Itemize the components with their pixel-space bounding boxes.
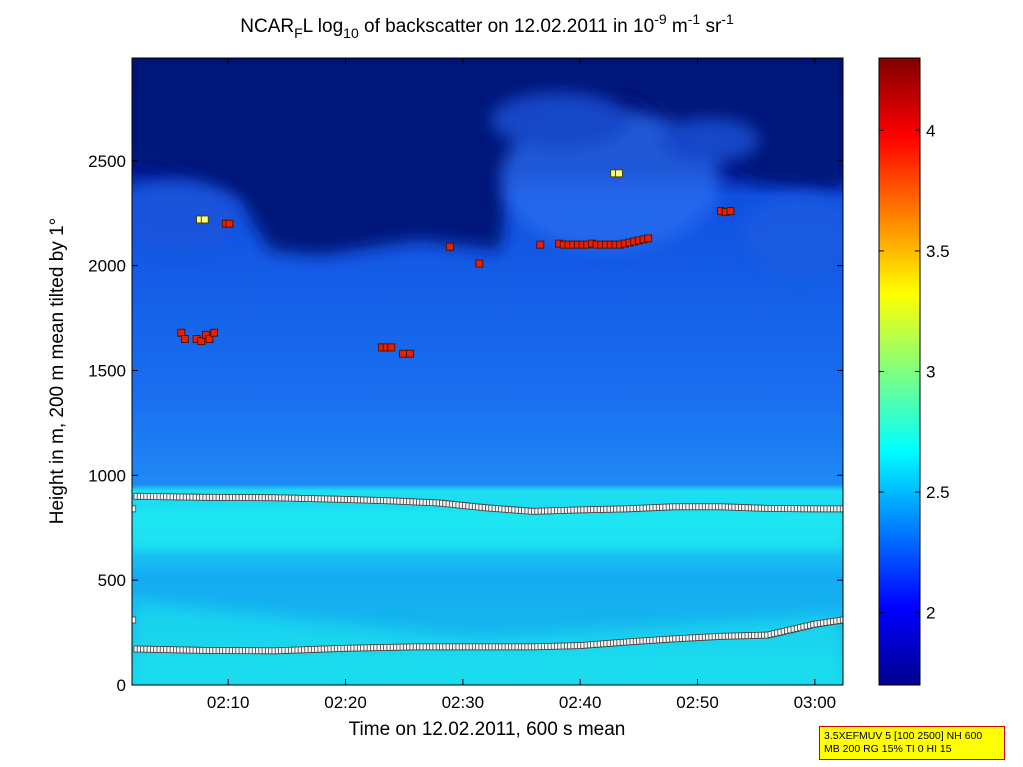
colorbar-tick-label: 2 [926, 604, 935, 623]
boundary-layer-marker [132, 505, 137, 513]
heatmap-shading-light [132, 92, 843, 275]
cloud-point-red [205, 335, 214, 343]
colorbar-tick-label: 4 [926, 121, 935, 140]
boundary-layer-top-markers [132, 492, 843, 515]
chart-title: NCARFL log10 of backscatter on 12.02.201… [240, 11, 734, 41]
cloud-point-red [406, 349, 415, 358]
cloud-point-red [210, 328, 219, 337]
cloud-point-red [197, 337, 206, 346]
x-axis-ticks: 02:10 02:20 02:30 02:40 02:50 03:00 [207, 58, 836, 712]
colorbar [879, 58, 920, 685]
y-tick-label: 500 [98, 571, 126, 590]
x-tick-label: 02:50 [676, 693, 719, 712]
colorbar-tick-label: 2.5 [926, 483, 950, 502]
colorbar-ticks: 2 2.5 3 3.5 4 [879, 121, 950, 623]
cloud-point-red [180, 335, 189, 343]
lower-layer-marker [132, 616, 137, 624]
lower-layer-markers [132, 616, 843, 655]
heatmap-shading-boundary [132, 510, 843, 550]
cloud-point-red [475, 259, 484, 268]
x-tick-label: 03:00 [794, 693, 837, 712]
heatmap-shading-lower [132, 600, 843, 685]
x-tick-label: 02:10 [207, 693, 250, 712]
plot-frame [131, 57, 844, 686]
colorbar-tick-label: 3 [926, 363, 935, 382]
colorbar-tick-label: 3.5 [926, 242, 950, 261]
info-line-2: MB 200 RG 15% TI 0 HI 15 [824, 743, 952, 755]
y-axis-ticks: 0 500 1000 1500 2000 2500 [88, 152, 843, 695]
cloud-point-yellow [614, 169, 623, 178]
y-tick-label: 2500 [88, 152, 126, 171]
y-tick-label: 2000 [88, 257, 126, 276]
x-tick-label: 02:20 [324, 693, 367, 712]
backscatter-heatmap [132, 58, 843, 685]
cloud-point-red [726, 207, 735, 216]
info-box: 3.5XEFMUV 5 [100 2500] NH 600 MB 200 RG … [819, 726, 1005, 760]
y-tick-label: 1500 [88, 361, 126, 380]
cloud-points-yellow [196, 169, 623, 224]
y-tick-label: 1000 [88, 466, 126, 485]
cloud-points-red [177, 207, 735, 358]
cloud-point-red [399, 349, 407, 358]
heatmap-shading-dark [132, 58, 843, 255]
info-line-1: 3.5XEFMUV 5 [100 2500] NH 600 [824, 730, 983, 742]
y-tick-label: 0 [117, 676, 126, 695]
x-tick-label: 02:40 [559, 693, 602, 712]
y-axis-label: Height in m, 200 m mean tilted by 1° [47, 218, 68, 524]
cloud-point-red [446, 242, 454, 251]
cloud-point-red [225, 219, 234, 228]
x-tick-label: 02:30 [442, 693, 485, 712]
x-axis-label: Time on 12.02.2011, 600 s mean [349, 719, 626, 740]
cloud-point-red [387, 343, 396, 352]
cloud-point-red [644, 234, 653, 243]
cloud-point-yellow [200, 215, 209, 224]
cloud-point-red [536, 240, 545, 249]
